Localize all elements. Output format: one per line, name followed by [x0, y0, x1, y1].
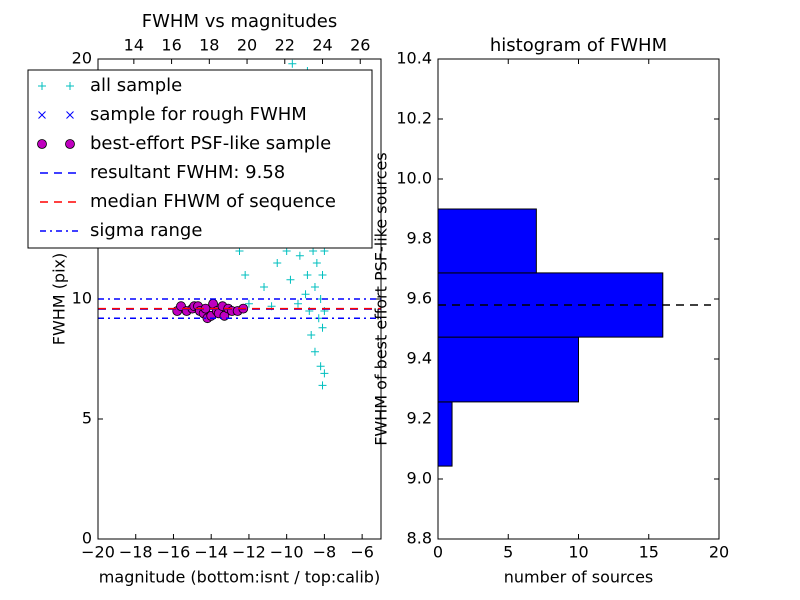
y-tick-label: 9.4: [407, 349, 432, 368]
y-tick-label: 8.8: [407, 529, 432, 548]
histogram-bar: [438, 208, 537, 274]
plus-marker: [303, 271, 312, 279]
plus-marker: [295, 251, 304, 260]
legend-label: best-effort PSF-like sample: [90, 133, 331, 154]
histogram-bar: [438, 401, 453, 467]
x-tick-label: 0: [433, 543, 443, 562]
x2-tick-label: 26: [350, 36, 370, 55]
y-tick-label: 9.0: [407, 469, 432, 488]
chart-title: FWHM vs magnitudes: [142, 11, 337, 32]
x-tick-label: −10: [270, 543, 304, 562]
legend-label: sigma range: [90, 220, 202, 241]
legend-label: sample for rough FWHM: [90, 104, 307, 125]
plot-layer: [438, 208, 711, 467]
plus-marker: [273, 259, 282, 267]
x2-tick-label: 18: [199, 36, 219, 55]
x-axis-label: number of sources: [504, 568, 654, 587]
legend-marker: [37, 139, 47, 149]
y-tick-label: 10.4: [396, 49, 432, 68]
plus-marker: [293, 299, 302, 308]
y-axis-label: FWHM of best effort PSF-like sources: [372, 152, 391, 446]
legend-marker: [65, 139, 75, 149]
y-tick-label: 9.2: [407, 409, 432, 428]
plus-marker: [318, 271, 327, 279]
histogram-bar: [438, 336, 579, 403]
x-tick-label: −16: [157, 543, 191, 562]
plus-marker: [310, 347, 319, 356]
x-tick-label: −20: [81, 543, 115, 562]
legend-marker: [66, 111, 74, 119]
legend-label: all sample: [90, 75, 182, 96]
x-tick-label: 20: [709, 543, 729, 562]
plus-marker: [241, 271, 250, 279]
x-tick-label: 5: [503, 543, 513, 562]
x2-tick-label: 20: [237, 36, 257, 55]
y-tick-label: 10: [72, 289, 92, 308]
x-tick-label: 15: [639, 543, 659, 562]
x-tick-label: −14: [194, 543, 228, 562]
plus-marker: [312, 259, 321, 267]
x-axis-label: magnitude (bottom:isnt / top:calib): [99, 568, 380, 587]
x2-tick-label: 16: [161, 36, 181, 55]
y-tick-label: 10.2: [396, 109, 432, 128]
plus-marker: [301, 290, 310, 299]
y-tick-label: 9.6: [407, 289, 432, 308]
legend-label: resultant FWHM: 9.58: [90, 162, 285, 183]
plus-marker: [260, 283, 269, 291]
x-tick-label: −12: [232, 543, 266, 562]
x-tick-label: −18: [119, 543, 153, 562]
plus-marker: [307, 331, 316, 339]
x2-tick-label: 14: [124, 36, 144, 55]
plus-marker: [288, 59, 297, 68]
plus-marker: [244, 299, 253, 308]
legend-label: median FHWM of sequence: [90, 191, 336, 212]
y-tick-label: 10.0: [396, 169, 432, 188]
plus-marker: [310, 283, 319, 291]
x2-tick-label: 22: [275, 36, 295, 55]
plus-marker: [318, 381, 327, 390]
axes-frame: [97, 58, 382, 540]
plus-marker: [320, 369, 329, 378]
x-tick-label: 10: [568, 543, 588, 562]
plus-marker: [316, 362, 325, 371]
x-tick-label: −6: [350, 543, 374, 562]
x-tick-label: −8: [313, 543, 337, 562]
y-axis-label: FWHM (pix): [50, 253, 69, 346]
x2-tick-label: 24: [312, 36, 332, 55]
axes-frame: [437, 58, 720, 540]
plus-marker: [286, 275, 295, 284]
legend-marker: [38, 111, 46, 119]
y-tick-label: 0: [82, 529, 92, 548]
plus-marker: [318, 323, 327, 332]
y-tick-label: 20: [72, 49, 92, 68]
legend-box: [27, 69, 373, 249]
legend-marker: [38, 82, 46, 90]
y-tick-label: 5: [82, 409, 92, 428]
legend-marker: [66, 82, 74, 90]
chart-title: histogram of FWHM: [490, 35, 667, 56]
plot-layer: [98, 59, 381, 390]
y-tick-label: 9.8: [407, 229, 432, 248]
